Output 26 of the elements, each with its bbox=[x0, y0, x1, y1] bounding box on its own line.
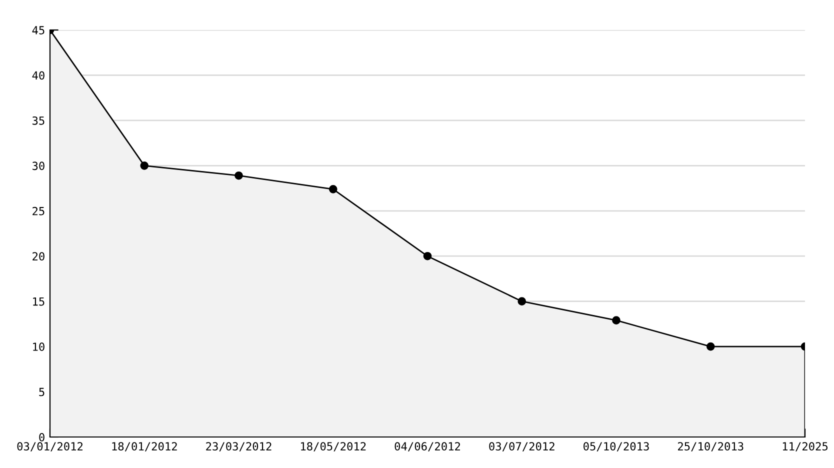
x-tick-label: 11/2025 bbox=[782, 442, 828, 452]
y-tick-label: 20 bbox=[32, 252, 44, 261]
y-tick-label: 10 bbox=[33, 342, 44, 351]
y-tick-label: 15 bbox=[33, 297, 44, 306]
point bbox=[234, 171, 243, 180]
x-tick-label: 03/07/2012 bbox=[489, 442, 554, 452]
point bbox=[518, 297, 526, 306]
y-tick-label: 5 bbox=[39, 388, 44, 396]
y-tick-label: 35 bbox=[32, 116, 44, 125]
y-tick-label: 40 bbox=[32, 71, 44, 80]
y-tick-label: 25 bbox=[32, 206, 44, 216]
y-tick-label: 30 bbox=[32, 162, 44, 170]
x-tick-label: 18/05/2012 bbox=[301, 442, 366, 452]
y-tick-label: 45 bbox=[32, 26, 44, 34]
point bbox=[706, 342, 715, 351]
point bbox=[328, 185, 338, 194]
y-tick-label: 0 bbox=[39, 433, 44, 442]
x-tick-label: 23/03/2012 bbox=[206, 442, 272, 452]
x-tick-label: 03/01/2012 bbox=[17, 442, 83, 452]
x-tick-label: 04/06/2012 bbox=[394, 442, 460, 452]
x-tick-label: 25/10/2013 bbox=[678, 442, 744, 452]
point bbox=[612, 316, 620, 324]
x-tick-label: 05/10/2013 bbox=[584, 442, 649, 452]
x-tick-label: 18/01/2012 bbox=[112, 442, 177, 452]
point bbox=[423, 252, 432, 260]
point bbox=[140, 162, 149, 170]
